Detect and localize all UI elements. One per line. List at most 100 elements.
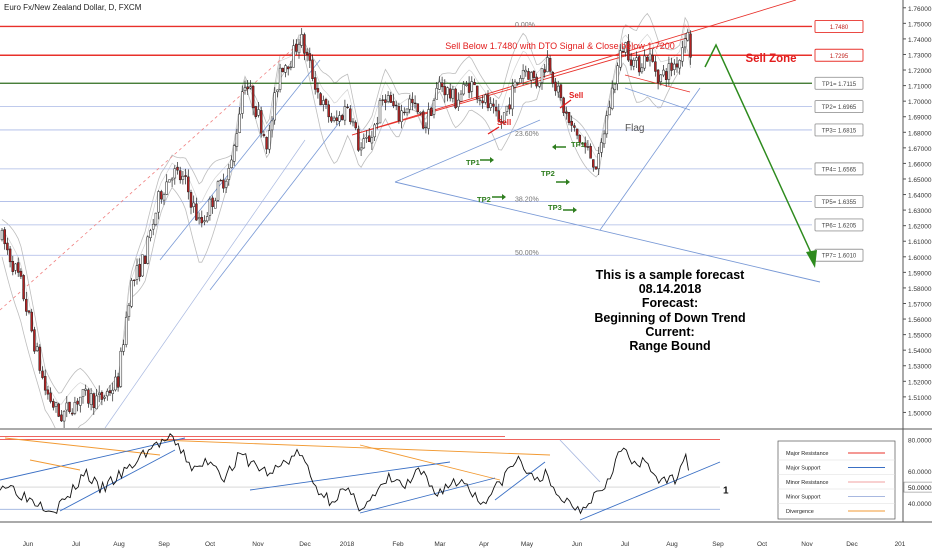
candle-body — [324, 99, 328, 105]
candle-body — [43, 376, 47, 391]
candle-body — [597, 153, 600, 169]
legend-entry: Minor Resistance — [786, 480, 829, 486]
candle-body — [543, 69, 546, 73]
candle-body — [643, 55, 646, 69]
trend-line — [394, 119, 541, 183]
trend-line — [624, 74, 691, 93]
candle-body — [60, 414, 63, 422]
candle-body — [619, 50, 622, 68]
osc-trend-line — [59, 449, 176, 512]
price-tick-label: 1.54000 — [908, 348, 932, 355]
sell-instruction: Sell Below 1.7480 with DTO Signal & Clos… — [445, 41, 674, 51]
candle-body — [637, 56, 641, 73]
candle-body — [249, 86, 252, 89]
candle-body — [357, 128, 360, 151]
candle-body — [197, 217, 201, 220]
candle-body — [500, 121, 503, 124]
time-tick-label: 2018 — [340, 541, 355, 548]
candle-body — [457, 99, 460, 108]
candle-body — [602, 133, 606, 145]
candle-body — [238, 113, 241, 133]
candle-body — [114, 376, 117, 391]
candle-body — [346, 106, 349, 109]
candle-body — [11, 260, 15, 272]
fib-label: 50.00% — [515, 250, 539, 257]
price-tick-label: 1.53000 — [908, 364, 932, 371]
candle-body — [278, 67, 282, 90]
candle-body — [151, 223, 155, 230]
candle-body — [311, 59, 314, 79]
candle-body — [527, 71, 530, 80]
trend-line — [159, 59, 321, 261]
price-level-box — [814, 218, 864, 232]
candle-body — [165, 181, 168, 195]
candle-body — [303, 34, 306, 54]
candle-body — [629, 59, 633, 66]
candle-body — [97, 392, 101, 395]
forecast-box: This is a sample forecast 08.14.2018 For… — [560, 268, 780, 353]
candle-body — [424, 126, 428, 129]
candle-body — [124, 317, 128, 345]
sell-arrow — [559, 99, 572, 109]
tp-arrow-head — [490, 157, 494, 163]
tp-arrow — [552, 144, 566, 150]
candle-body — [14, 263, 17, 271]
candle-body — [635, 57, 638, 61]
candle-body — [386, 95, 390, 102]
forecast-arrow-head — [806, 250, 817, 268]
candle-body — [556, 85, 560, 93]
candle-body — [502, 112, 506, 123]
candle-body — [332, 117, 336, 121]
forecast-line: 08.14.2018 — [638, 282, 702, 297]
candle-body — [554, 81, 557, 92]
candle-body — [413, 102, 417, 105]
candle-body — [203, 220, 206, 223]
osc-trend-line — [249, 461, 451, 491]
candle-body — [627, 40, 630, 61]
sell-marker: Sell — [569, 91, 583, 100]
legend-entry: Major Resistance — [786, 451, 829, 457]
candle-body — [511, 85, 514, 110]
candle-body — [583, 142, 587, 148]
price-tick-label: 1.52000 — [908, 379, 932, 386]
candle-body — [478, 99, 482, 102]
price-pane — [0, 0, 821, 428]
price-tick-label: 1.50000 — [908, 410, 932, 417]
candle-body — [376, 122, 379, 125]
candle-body — [438, 81, 441, 90]
candle-body — [178, 170, 182, 181]
price-level-label: TP7= 1.6010 — [822, 254, 857, 260]
price-tick-label: 1.51000 — [908, 395, 932, 402]
candle-body — [613, 83, 617, 90]
price-level-label: TP4= 1.6565 — [822, 167, 857, 173]
candle-body — [157, 191, 160, 213]
candle-body — [673, 63, 676, 70]
candle-body — [189, 192, 193, 208]
candle-body — [462, 84, 465, 95]
trend-line — [351, 0, 797, 136]
trend-line — [624, 87, 691, 111]
candle-body — [384, 99, 387, 103]
candle-body — [419, 111, 422, 114]
price-tick-label: 1.60000 — [908, 255, 932, 262]
trend-line — [0, 37, 306, 311]
price-level-box — [814, 162, 864, 176]
candle-body — [62, 410, 66, 422]
candle-body — [319, 93, 322, 106]
candle-body — [162, 194, 166, 201]
price-level-box — [814, 76, 864, 90]
candle-body — [646, 56, 649, 62]
forecast-arrow — [704, 43, 813, 256]
candle-body — [335, 117, 339, 121]
osc-trend-line — [29, 459, 81, 471]
candle-body — [367, 135, 371, 143]
candle-body — [594, 166, 598, 170]
legend-entry: Minor Support — [786, 495, 821, 501]
time-tick-label: Apr — [479, 541, 490, 548]
candle-body — [659, 74, 663, 82]
tp-arrow-head — [573, 207, 577, 213]
price-tick-label: 1.57000 — [908, 301, 932, 308]
sell-marker: Sell — [497, 118, 511, 127]
